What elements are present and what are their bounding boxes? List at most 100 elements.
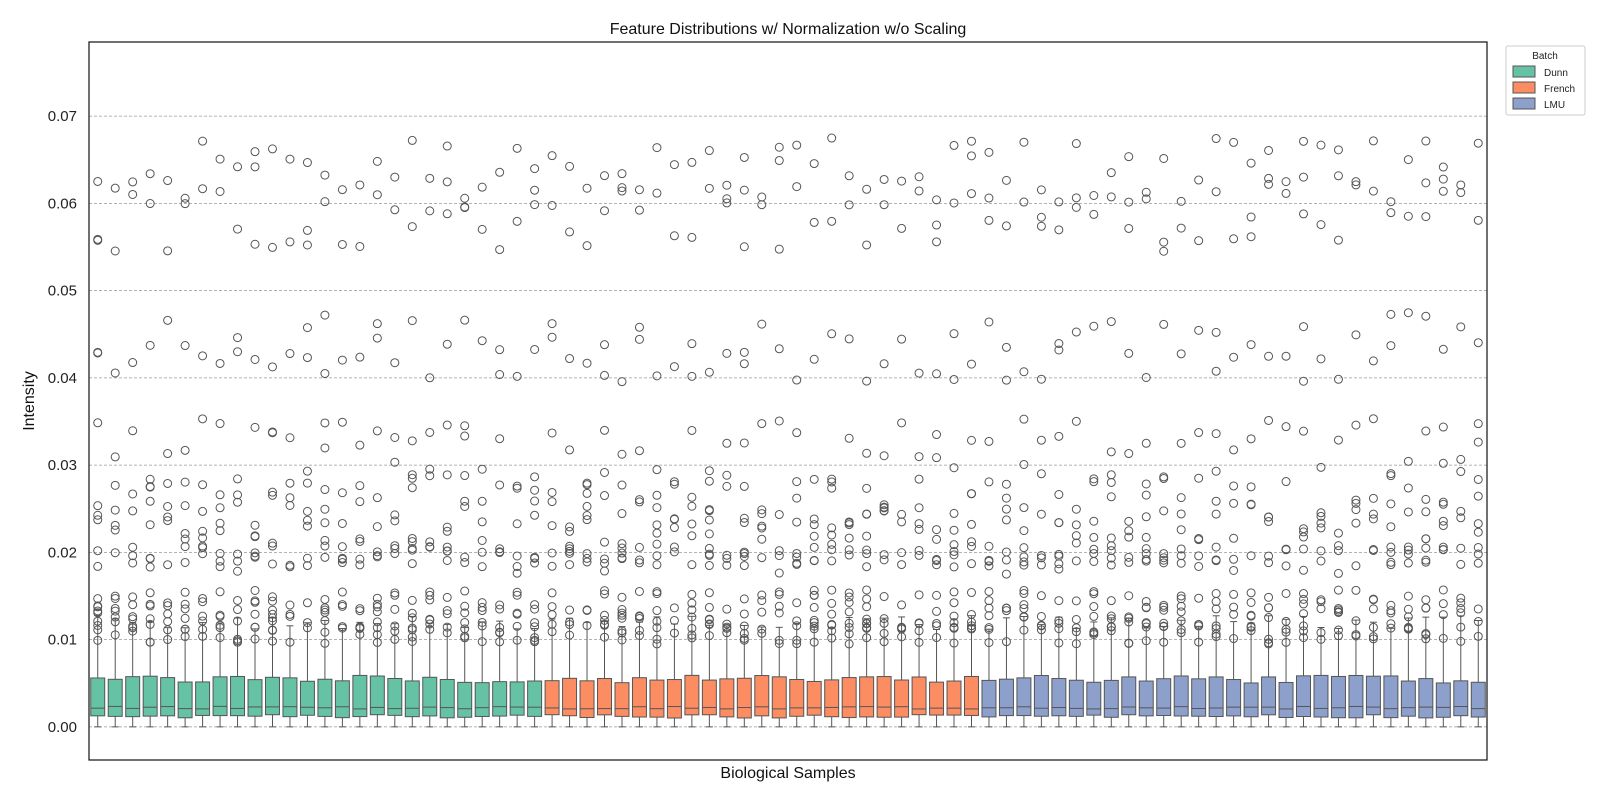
outlier-point bbox=[1333, 568, 1343, 578]
outlier-point bbox=[163, 478, 173, 488]
outlier-point bbox=[407, 545, 417, 555]
outlier-point bbox=[1438, 458, 1448, 468]
outlier-point bbox=[1211, 556, 1221, 566]
box-iqr bbox=[911, 676, 927, 716]
outlier-point bbox=[809, 520, 819, 530]
outlier-point bbox=[757, 521, 767, 531]
outlier-point bbox=[1176, 196, 1186, 206]
outlier-point bbox=[704, 549, 714, 559]
outlier-point bbox=[547, 602, 557, 612]
outlier-point bbox=[128, 489, 138, 499]
outlier-point bbox=[792, 616, 802, 626]
outlier-point bbox=[600, 615, 610, 625]
outlier-point bbox=[1036, 621, 1046, 631]
outlier-point bbox=[1421, 603, 1431, 613]
outlier-point bbox=[879, 618, 889, 628]
outlier-point bbox=[355, 604, 365, 614]
outlier-point bbox=[879, 174, 889, 184]
outlier-point bbox=[862, 594, 872, 604]
outlier-point bbox=[966, 624, 976, 634]
box-iqr bbox=[1348, 674, 1364, 719]
outlier-point bbox=[862, 376, 872, 386]
outlier-point bbox=[1211, 624, 1221, 634]
outlier-point bbox=[809, 637, 819, 647]
outlier-point bbox=[407, 632, 417, 642]
outlier-point bbox=[1141, 636, 1151, 646]
outlier-point bbox=[949, 374, 959, 384]
outlier-point bbox=[1054, 431, 1064, 441]
outlier-point bbox=[652, 616, 662, 626]
outlier-point bbox=[512, 551, 522, 561]
outlier-point bbox=[984, 541, 994, 551]
outlier-point bbox=[809, 542, 819, 552]
outlier-point bbox=[1456, 467, 1466, 477]
outlier-point bbox=[1368, 514, 1378, 524]
outlier-point bbox=[704, 515, 714, 525]
outlier-point bbox=[774, 551, 784, 561]
outlier-point bbox=[1159, 474, 1169, 484]
outlier-point bbox=[1071, 639, 1081, 649]
outlier-point bbox=[914, 550, 924, 560]
outlier-point bbox=[163, 560, 173, 570]
outlier-point bbox=[1421, 534, 1431, 544]
outlier-point bbox=[390, 621, 400, 631]
outlier-point bbox=[1299, 565, 1309, 575]
outlier-point bbox=[634, 558, 644, 568]
outlier-point bbox=[966, 559, 976, 569]
sample-box bbox=[404, 135, 420, 728]
outlier-point bbox=[1333, 546, 1343, 556]
outlier-point bbox=[285, 478, 295, 488]
outlier-point bbox=[267, 242, 277, 252]
outlier-point bbox=[1456, 603, 1466, 613]
box-iqr bbox=[1033, 675, 1049, 717]
outlier-point bbox=[530, 637, 540, 647]
outlier-point bbox=[1264, 558, 1274, 568]
outlier-point bbox=[792, 552, 802, 562]
outlier-point bbox=[1211, 466, 1221, 476]
box-iqr bbox=[230, 675, 246, 717]
outlier-point bbox=[267, 609, 277, 619]
outlier-point bbox=[1264, 592, 1274, 602]
outlier-point bbox=[652, 143, 662, 153]
outlier-point bbox=[215, 490, 225, 500]
outlier-point bbox=[844, 171, 854, 181]
outlier-point bbox=[1299, 532, 1309, 542]
outlier-point bbox=[617, 635, 627, 645]
outlier-point bbox=[1106, 560, 1116, 570]
outlier-point bbox=[827, 626, 837, 636]
outlier-point bbox=[1229, 565, 1239, 575]
sample-box bbox=[334, 185, 350, 728]
outlier-point bbox=[442, 592, 452, 602]
outlier-point bbox=[932, 430, 942, 440]
outlier-point bbox=[1316, 556, 1326, 566]
outlier-point bbox=[372, 493, 382, 503]
outlier-point bbox=[337, 185, 347, 195]
outlier-point bbox=[774, 608, 784, 618]
outlier-point bbox=[757, 607, 767, 617]
outlier-point bbox=[1211, 542, 1221, 552]
outlier-point bbox=[390, 516, 400, 526]
outlier-point bbox=[1071, 531, 1081, 541]
outlier-point bbox=[600, 632, 610, 642]
outlier-point bbox=[1176, 493, 1186, 503]
sample-box bbox=[1453, 180, 1469, 728]
outlier-point bbox=[582, 183, 592, 193]
outlier-point bbox=[1141, 532, 1151, 542]
outlier-point bbox=[198, 549, 208, 559]
outlier-point bbox=[547, 619, 557, 629]
outlier-point bbox=[1386, 471, 1396, 481]
outlier-point bbox=[477, 602, 487, 612]
outlier-point bbox=[774, 546, 784, 556]
outlier-point bbox=[425, 464, 435, 474]
outlier-point bbox=[1159, 237, 1169, 247]
outlier-point bbox=[460, 631, 470, 641]
outlier-point bbox=[250, 422, 260, 432]
outlier-point bbox=[1141, 490, 1151, 500]
outlier-point bbox=[1333, 631, 1343, 641]
box-iqr bbox=[369, 675, 385, 716]
outlier-point bbox=[582, 358, 592, 368]
sample-box bbox=[352, 180, 368, 728]
outlier-point bbox=[1438, 497, 1448, 507]
outlier-point bbox=[337, 623, 347, 633]
outlier-point bbox=[565, 620, 575, 630]
